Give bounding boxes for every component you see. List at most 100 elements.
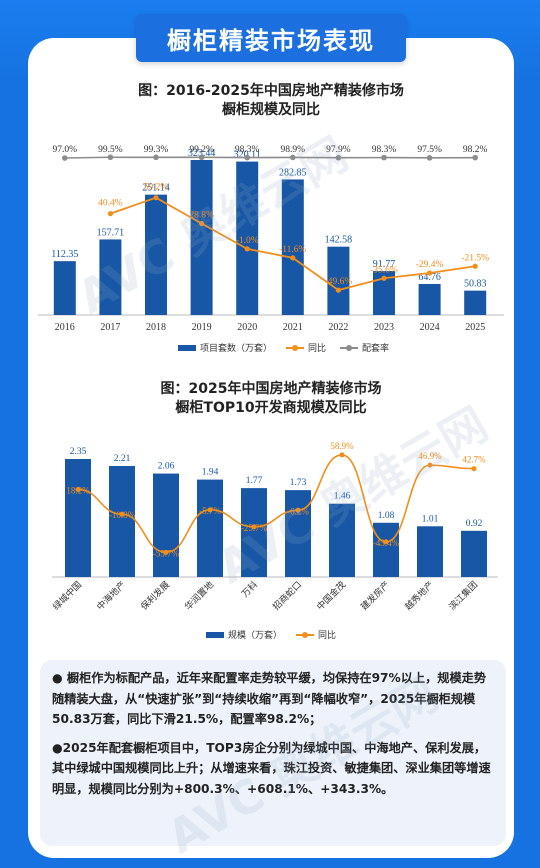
chart1-title: 图：2016-2025年中国房地产精装修市场 橱柜规模及同比	[28, 82, 514, 120]
chart2-legend: 规模（万套） 同比	[206, 628, 336, 641]
bar	[65, 459, 91, 577]
x-tick-label: 招商蛇口	[270, 579, 304, 613]
bar-label: 112.35	[51, 249, 78, 260]
rate-label: 99.3%	[144, 145, 169, 155]
legend-label: 项目套数（万套）	[200, 344, 273, 354]
legend-label: 配套率	[362, 344, 390, 354]
rate-point	[153, 154, 159, 161]
chart2-title: 图：2025年中国房地产精装修市场 橱柜TOP10开发商规模及同比	[28, 380, 514, 418]
bar	[327, 246, 350, 315]
rate-label: 98.9%	[281, 145, 306, 155]
yoy-label: -25.7%	[241, 523, 268, 533]
bar	[190, 160, 213, 315]
bar	[236, 161, 259, 315]
x-tick-label: 2021	[283, 322, 303, 333]
chart2-title-line1: 图：2025年中国房地产精装修市场	[160, 381, 382, 397]
yoy-point	[119, 511, 125, 517]
rate-point	[198, 154, 205, 161]
bar-label: 1.94	[202, 468, 219, 478]
rate-label: 98.2%	[463, 145, 488, 155]
x-tick-label: 2016	[55, 322, 75, 333]
yoy-point	[295, 507, 301, 513]
rate-label: 99.2%	[189, 145, 214, 155]
legend-label: 同比	[318, 631, 337, 641]
bar	[285, 490, 311, 577]
yoy-label: -1.0%	[236, 236, 259, 246]
x-tick-label: 2023	[374, 322, 394, 333]
rate-point	[290, 154, 296, 161]
chart1-svg: 112.35157.71251.14323.44320.11282.85142.…	[38, 145, 504, 333]
yoy-point	[383, 539, 389, 545]
rate-point	[381, 154, 387, 161]
legend-swatch-bar	[206, 631, 224, 638]
x-tick-label: 越秀地产	[402, 579, 436, 613]
bar	[241, 488, 267, 577]
bar	[153, 473, 179, 577]
bar	[373, 522, 399, 577]
bar-label: 2.35	[70, 447, 87, 457]
rate-label: 98.3%	[235, 145, 260, 155]
yoy-label: 46.9%	[418, 451, 442, 461]
legend-swatch-rate	[340, 344, 359, 351]
bar	[99, 239, 122, 315]
chart1-title-line2: 橱柜规模及同比	[222, 102, 320, 118]
note-paragraph: ● 橱柜作为标配产品，近年来配置率走势较平缓，均保持在97%以上，规模走势随精装…	[52, 671, 487, 726]
yoy-point	[207, 507, 213, 513]
yoy-label: -43.4%	[373, 538, 400, 548]
yoy-point	[163, 549, 169, 555]
yoy-point	[251, 524, 257, 530]
rate-label: 98.3%	[372, 145, 397, 155]
legend-swatch-bar	[178, 344, 196, 351]
yoy-point	[199, 220, 205, 227]
bar-label: 0.92	[466, 519, 483, 529]
yoy-label: -11.6%	[279, 245, 306, 255]
rate-label: 97.0%	[53, 145, 78, 155]
x-tick-label: 2024	[420, 322, 440, 333]
x-tick-label: 2019	[192, 322, 212, 333]
rate-point	[107, 154, 114, 161]
yoy-label: -35.6%	[370, 265, 398, 275]
note-paragraph: ●2025年配套橱柜项目中，TOP3房企分别为绿城中国、中海地产、保利发展，其中…	[52, 740, 491, 796]
legend-swatch-yoy	[296, 631, 315, 638]
chart1-title-line1: 图：2016-2025年中国房地产精装修市场	[138, 83, 404, 99]
x-tick-label: 绿城中国	[50, 579, 84, 613]
yoy-label: -29.4%	[416, 260, 444, 270]
yoy-point	[339, 452, 345, 458]
rate-line	[64, 156, 476, 159]
chart1-legend: 项目套数（万套） 同比 配套率	[178, 341, 389, 354]
yoy-label: 40.4%	[98, 199, 123, 209]
bar-label: 2.06	[158, 462, 175, 472]
yoy-label: -21.5%	[461, 253, 489, 263]
bar-label: 1.08	[378, 511, 395, 521]
bar	[418, 283, 441, 315]
bar	[145, 194, 167, 315]
x-tick-label: 2025	[465, 322, 485, 333]
yoy-label: 18.2%	[66, 486, 90, 496]
bar	[329, 503, 355, 577]
rate-point	[426, 155, 433, 161]
x-tick-label: 保利发展	[138, 579, 172, 613]
bar-label: 1.73	[290, 478, 307, 488]
x-tick-label: 华润置地	[182, 579, 216, 613]
bar-label: 50.83	[464, 279, 487, 290]
rate-point	[62, 155, 68, 161]
bar	[53, 261, 76, 315]
legend-item-yoy: 同比	[296, 628, 336, 641]
x-tick-label: 滨江集团	[446, 579, 480, 613]
yoy-point	[335, 287, 341, 293]
bar-label: 282.85	[279, 167, 307, 178]
bar-label: 251.14	[142, 183, 170, 194]
rate-point	[472, 154, 479, 161]
x-tick-label: 万科	[239, 579, 260, 600]
yoy-point	[107, 211, 113, 217]
x-tick-label: 2020	[237, 322, 257, 333]
notes-box: ● 橱柜作为标配产品，近年来配置率走势较平缓，均保持在97%以上，规模走势随精装…	[40, 660, 506, 846]
yoy-label: -10.8%	[109, 510, 136, 520]
yoy-point	[427, 462, 433, 468]
yoy-point	[244, 246, 250, 252]
x-tick-label: 中海地产	[94, 579, 128, 613]
legend-item-bar: 项目套数（万套）	[178, 341, 272, 354]
yoy-point	[381, 275, 387, 281]
yoy-label: 58.9%	[330, 441, 354, 451]
yoy-point	[427, 270, 433, 276]
